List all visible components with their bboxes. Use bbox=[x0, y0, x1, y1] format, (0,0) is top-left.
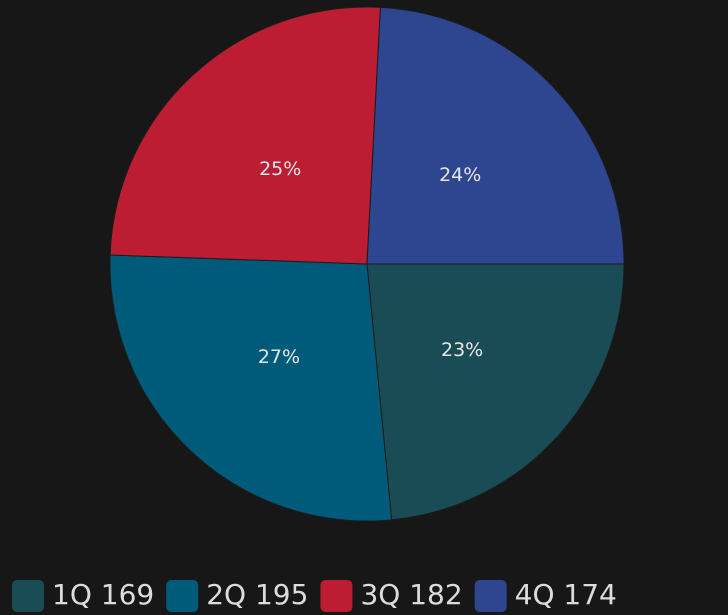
legend-value: 195 bbox=[255, 578, 308, 611]
slice-label: 24% bbox=[439, 164, 481, 186]
legend-label: 4Q 174 bbox=[515, 578, 617, 611]
slice-label: 23% bbox=[441, 339, 483, 361]
legend-category: 3Q bbox=[360, 578, 400, 611]
legend-label: 3Q 182 bbox=[360, 578, 462, 611]
legend-label: 2Q 195 bbox=[206, 578, 308, 611]
pie-slice bbox=[109, 6, 381, 265]
pie-slice bbox=[109, 254, 393, 522]
slice-label: 25% bbox=[259, 158, 301, 180]
legend-value: 174 bbox=[563, 578, 616, 611]
legend-swatch bbox=[166, 580, 199, 612]
legend-space bbox=[400, 578, 409, 611]
legend-swatch bbox=[474, 580, 507, 612]
legend-space bbox=[555, 578, 564, 611]
legend-swatch bbox=[320, 580, 353, 612]
legend: 1Q 169 2Q 195 3Q 182 4Q 174 bbox=[12, 578, 617, 612]
legend-category: 4Q bbox=[515, 578, 555, 611]
legend-space bbox=[92, 578, 101, 611]
legend-category: 1Q bbox=[52, 578, 92, 611]
legend-space bbox=[246, 578, 255, 611]
slice-label: 27% bbox=[258, 346, 300, 368]
legend-swatch bbox=[12, 580, 44, 612]
legend-value: 169 bbox=[101, 578, 154, 611]
legend-value: 182 bbox=[409, 578, 462, 611]
pie-slice bbox=[366, 6, 625, 265]
legend-label: 1Q 169 bbox=[52, 578, 154, 611]
pie-slice bbox=[366, 263, 625, 521]
legend-category: 2Q bbox=[206, 578, 246, 611]
